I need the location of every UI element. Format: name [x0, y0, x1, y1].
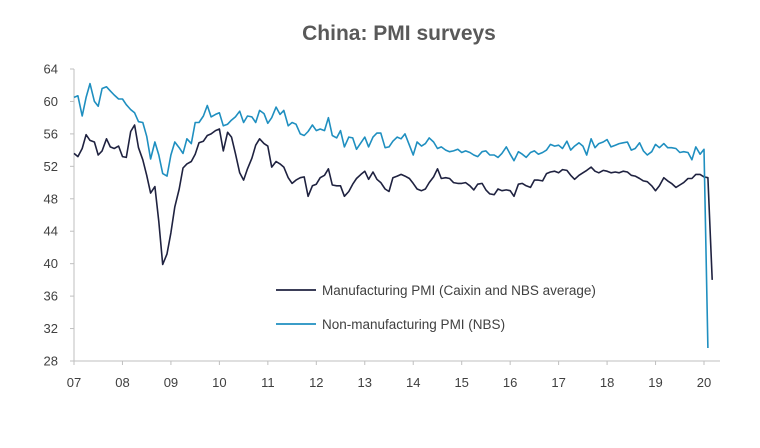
x-tick-label: 10 [212, 375, 226, 390]
x-tick-label: 12 [309, 375, 323, 390]
y-tick-label: 64 [44, 62, 58, 77]
x-tick-label: 08 [115, 375, 129, 390]
legend-label-non-manufacturing: Non-manufacturing PMI (NBS) [322, 317, 505, 332]
y-tick-label: 36 [44, 289, 58, 304]
non-manufacturing-pmi-line [73, 82, 709, 349]
y-tick-label: 52 [44, 159, 58, 174]
x-tick-label: 17 [551, 375, 565, 390]
y-tick-label: 60 [44, 94, 58, 109]
x-tick-label: 20 [697, 375, 711, 390]
x-tick-label: 14 [406, 375, 420, 390]
x-tick-label: 07 [67, 375, 81, 390]
x-tick-label: 19 [648, 375, 662, 390]
y-tick-label: 40 [44, 256, 58, 271]
y-tick-label: 44 [44, 224, 58, 239]
x-tick-label: 15 [454, 375, 468, 390]
x-tick-label: 13 [358, 375, 372, 390]
x-tick-label: 11 [261, 375, 275, 390]
y-tick-label: 48 [44, 191, 58, 206]
y-tick-label: 32 [44, 321, 58, 336]
x-tick-label: 18 [600, 375, 614, 390]
x-tick-label: 09 [164, 375, 178, 390]
manufacturing-pmi-line [73, 124, 713, 280]
x-tick-label: 16 [503, 375, 517, 390]
y-tick-label: 28 [44, 354, 58, 369]
chart-title: China: PMI surveys [302, 22, 496, 45]
legend-label-manufacturing: Manufacturing PMI (Caixin and NBS averag… [322, 283, 596, 298]
y-tick-label: 56 [44, 126, 58, 141]
